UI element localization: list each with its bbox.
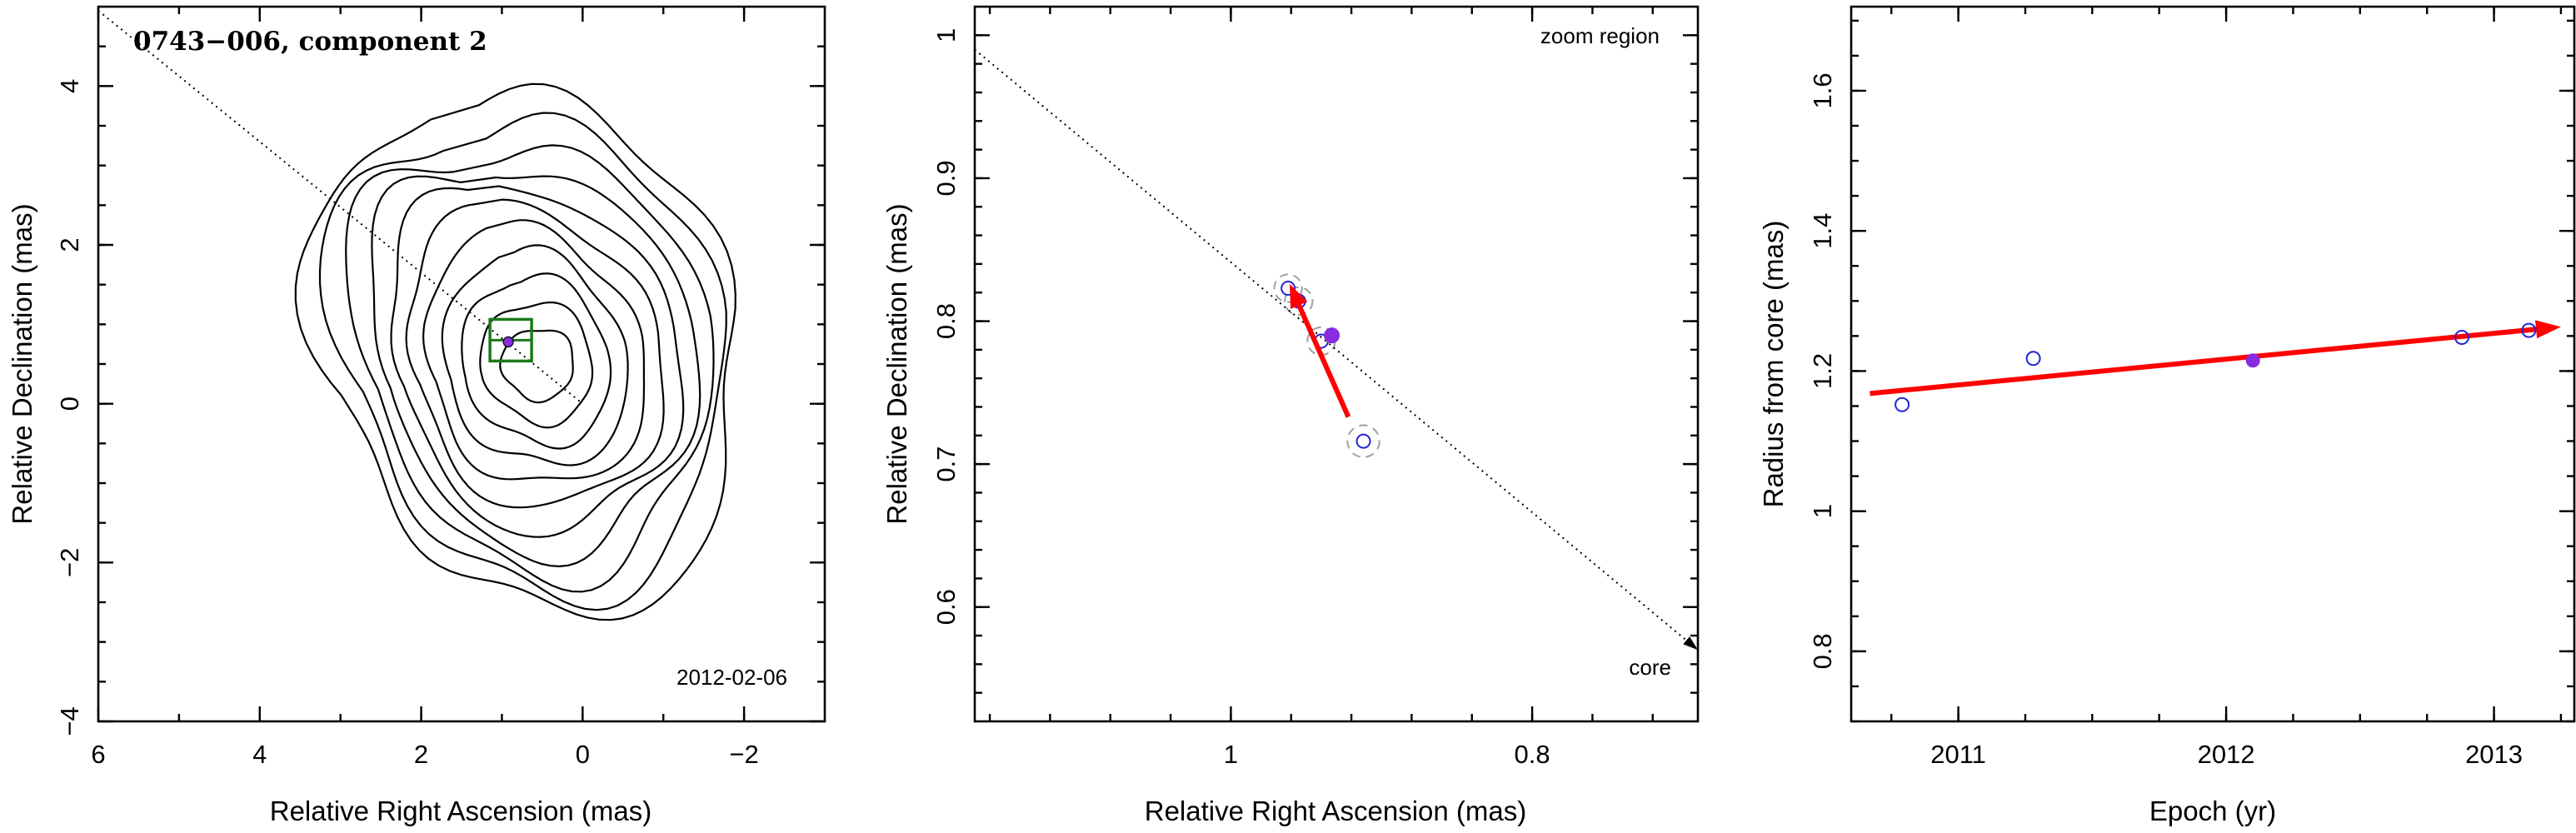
epoch-position-point xyxy=(1281,281,1296,297)
panel3-y-tick-label: 0.8 xyxy=(1808,633,1837,669)
contour-level xyxy=(499,329,574,404)
contour-level xyxy=(405,198,665,509)
panel2-y-tick-label: 0.6 xyxy=(931,589,961,625)
panel3-ylabel: Radius from core (mas) xyxy=(1758,221,1789,508)
radius-fit-arrowhead xyxy=(2535,320,2561,339)
radius-epoch-panel: 2011 2012 2013 0.8 1 1.2 1.4 1.6 Epoch (yr) Rad… xyxy=(1758,5,2576,826)
panel1-y-tick-label: 0 xyxy=(55,397,84,411)
zoom-plot-area xyxy=(975,48,1698,651)
panel3-ticks: 2011 2012 2013 0.8 1 1.2 1.4 1.6 xyxy=(1808,7,2574,769)
proper-motion-arrowhead xyxy=(1289,283,1308,309)
current-epoch-point xyxy=(1324,327,1340,344)
contour-level xyxy=(371,175,701,568)
core-label: core xyxy=(1629,655,1671,680)
contour-lines xyxy=(294,82,736,621)
panel2-x-tick-label: 0.8 xyxy=(1515,740,1550,769)
position-error-circle xyxy=(1273,273,1303,303)
epoch-position-point xyxy=(1355,433,1371,449)
panel1-x-tick-label: 2 xyxy=(414,740,428,769)
panel2-x-tick-label: 1 xyxy=(1224,740,1238,769)
panel1-x-tick-label: 6 xyxy=(91,740,105,769)
panel3-x-tick-label: 2013 xyxy=(2465,740,2523,769)
panel3-y-tick-label: 1.2 xyxy=(1808,353,1837,389)
radius-point xyxy=(2025,351,2041,367)
panel3-y-tick-label: 1 xyxy=(1808,504,1837,518)
zoom-region-panel: 1 0.8 0.6 0.7 0.8 0.9 1 zoom region core Relat… xyxy=(881,5,1700,826)
panel2-xlabel: Relative Right Ascension (mas) xyxy=(1145,796,1527,826)
contour-level xyxy=(318,112,727,611)
panel2-ylabel: Relative Declination (mas) xyxy=(881,203,912,524)
panel2-ticks: 1 0.8 0.6 0.7 0.8 0.9 1 xyxy=(931,7,1698,769)
current-epoch-radius-point xyxy=(2245,353,2260,368)
jet-direction-line xyxy=(98,9,583,405)
panel1-xlabel: Relative Right Ascension (mas) xyxy=(270,796,652,826)
panel3-x-tick-label: 2012 xyxy=(2198,740,2255,769)
panel2-y-tick-label: 0.7 xyxy=(931,446,961,482)
core-direction-line xyxy=(975,48,1698,651)
proper-motion-arrow xyxy=(1294,297,1351,418)
radius-point xyxy=(1895,397,1910,412)
panel1-y-tick-label: 4 xyxy=(55,79,84,93)
contour-level xyxy=(390,185,685,538)
panel1-x-tick-label: 4 xyxy=(252,740,267,769)
core-direction-arrowhead xyxy=(1683,636,1698,651)
panel3-y-tick-label: 1.4 xyxy=(1808,213,1837,249)
radius-point xyxy=(2521,322,2537,338)
contour-level xyxy=(461,272,612,450)
panel2-y-tick-label: 0.9 xyxy=(931,160,961,196)
panel2-y-tick-label: 0.8 xyxy=(931,303,961,339)
panel1-date: 2012-02-06 xyxy=(676,665,787,690)
panel1-ylabel: Relative Declination (mas) xyxy=(7,203,37,524)
contour-map-panel: 6 4 2 0 −2 −4 −2 0 2 4 0743−006, component 2 2012… xyxy=(7,5,826,826)
position-error-circle xyxy=(1284,286,1314,317)
panel3-x-tick-label: 2011 xyxy=(1930,740,1986,769)
panel1-frame xyxy=(97,5,826,723)
panel1-x-tick-label: −2 xyxy=(729,740,758,769)
panel3-xlabel: Epoch (yr) xyxy=(2149,796,2276,826)
contour-level xyxy=(422,219,646,481)
panel3-y-tick-label: 1.6 xyxy=(1808,72,1837,108)
panel1-y-tick-label: −4 xyxy=(55,706,84,736)
contour-level xyxy=(479,301,594,429)
radius-point xyxy=(2454,330,2469,346)
panel1-x-tick-label: 0 xyxy=(576,740,590,769)
component-marker xyxy=(502,336,514,347)
zoom-region-label: zoom region xyxy=(1540,23,1660,48)
panel1-title: 0743−006, component 2 xyxy=(133,27,487,57)
panel1-ticks: 6 4 2 0 −2 −4 −2 0 2 4 xyxy=(55,7,825,769)
panel2-y-tick-label: 1 xyxy=(931,28,961,42)
panel3-frame xyxy=(1850,5,2576,723)
panel1-y-tick-label: 2 xyxy=(55,237,84,252)
panel1-y-tick-label: −2 xyxy=(55,548,84,577)
radius-plot-area xyxy=(1870,320,2561,412)
contour-level xyxy=(441,244,629,466)
contour-level xyxy=(294,82,736,621)
contour-level xyxy=(345,144,715,593)
panel2-frame xyxy=(973,5,1700,723)
map-overlays xyxy=(98,9,583,405)
position-error-circle xyxy=(1346,424,1380,458)
radius-fit-arrow xyxy=(1870,326,2542,397)
